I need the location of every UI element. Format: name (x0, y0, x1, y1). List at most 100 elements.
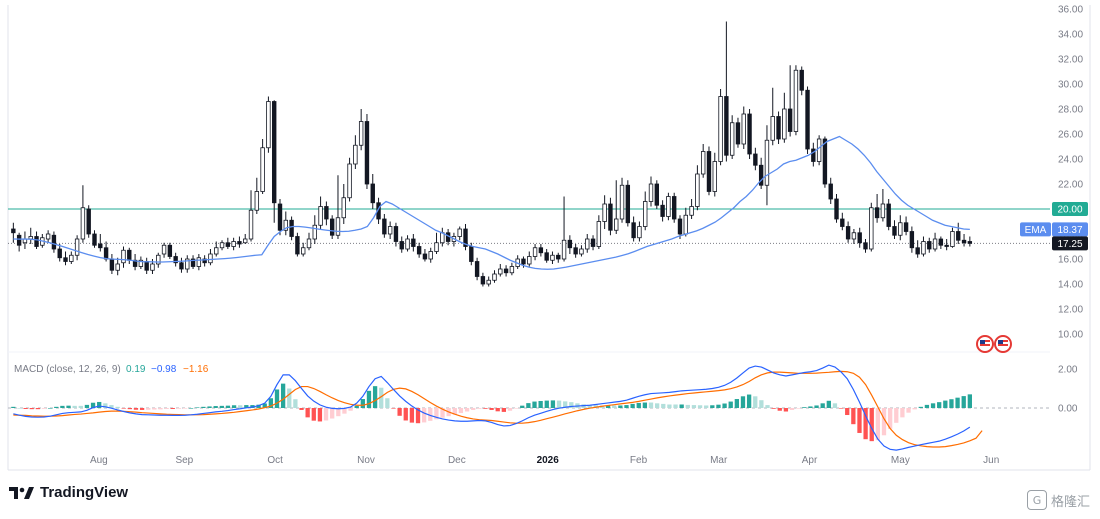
hist-bar-111 (691, 405, 697, 408)
macd-histogram (11, 383, 972, 442)
ref-level-label-bg (1052, 202, 1088, 216)
hist-bar-153 (949, 399, 954, 408)
candle-body-61 (364, 121, 370, 185)
hist-bar-129 (802, 407, 807, 408)
candle-body-79 (469, 246, 474, 262)
candle-body-14 (92, 233, 97, 246)
ref-level-label-text: 20.00 (1057, 205, 1082, 216)
candle-21 (132, 254, 138, 271)
hist-bar-21 (139, 408, 145, 410)
ema-value-label: 18.37 (1057, 225, 1082, 236)
candle-body-83 (492, 273, 497, 281)
hist-bar-1 (17, 408, 22, 409)
candle-body-82 (486, 279, 491, 285)
candle-body-77 (457, 228, 462, 237)
hist-bar-144 (894, 408, 899, 423)
candle-body-4 (34, 236, 39, 247)
hist-bar-2 (23, 408, 28, 409)
hist-bar-42 (268, 398, 274, 408)
hist-bar-53 (336, 408, 341, 417)
candle-body-156 (915, 247, 920, 255)
price-tick-11: 14.00 (1058, 280, 1083, 291)
candle-20 (127, 247, 132, 264)
candle-118 (695, 165, 700, 211)
candle-body-136 (799, 69, 804, 91)
candle-48 (289, 216, 294, 241)
candle-95 (561, 196, 567, 262)
time-tick-2: Oct (267, 455, 283, 466)
candle-92 (544, 249, 549, 263)
candle-body-118 (695, 173, 700, 207)
candle-body-110 (648, 183, 654, 202)
candle-100 (590, 235, 596, 251)
tradingview-brand[interactable]: TradingView (9, 484, 128, 501)
candle-90 (532, 244, 538, 261)
candle-61 (364, 114, 370, 189)
hist-bar-38 (244, 405, 249, 408)
candle-body-141 (828, 183, 833, 200)
hist-bar-151 (937, 402, 942, 408)
gelonghui-watermark: G 格隆汇 (1026, 490, 1090, 510)
candle-39 (237, 236, 242, 248)
time-tick-9: May (891, 455, 910, 466)
price-tick-10: 16.00 (1058, 255, 1083, 266)
candle-body-90 (532, 247, 538, 257)
hist-bar-52 (330, 408, 335, 419)
candle-134 (787, 65, 793, 137)
hist-bar-127 (789, 408, 795, 410)
candle-129 (758, 157, 764, 189)
ref-level-label: 20.00 (1052, 202, 1088, 216)
time-tick-0: Aug (90, 455, 108, 466)
hist-bar-61 (385, 398, 390, 408)
hist-bar-83 (520, 405, 525, 408)
candle-59 (353, 135, 358, 169)
candle-body-47 (283, 219, 288, 231)
candle-body-89 (527, 256, 532, 265)
candle-body-135 (793, 69, 799, 132)
macd-legend[interactable]: MACD (close, 12, 26, 9) 0.19 −0.98 −1.16 (14, 364, 209, 375)
candle-body-131 (770, 116, 775, 141)
candle-140 (822, 136, 828, 188)
candle-0 (11, 222, 16, 243)
candle-144 (845, 221, 851, 243)
candle-54 (324, 201, 329, 226)
candle-body-15 (98, 243, 103, 249)
price-tick-12: 12.00 (1058, 305, 1083, 316)
hist-bar-133 (826, 400, 831, 408)
candle-67 (399, 236, 404, 253)
candle-58 (347, 157, 352, 202)
candle-body-134 (787, 108, 793, 132)
hist-bar-145 (900, 408, 905, 418)
hist-bar-64 (403, 408, 408, 421)
candle-body-84 (498, 268, 503, 275)
candle-142 (834, 194, 839, 223)
candle-9 (63, 251, 68, 266)
candle-body-18 (115, 263, 120, 271)
hist-bar-82 (513, 408, 519, 409)
candle-body-120 (706, 151, 712, 192)
candle-26 (161, 242, 167, 258)
candle-110 (648, 176, 654, 207)
hist-bar-81 (507, 408, 513, 411)
candle-45 (272, 100, 277, 223)
candle-body-57 (341, 197, 346, 219)
candle-57 (341, 184, 346, 224)
candle-78 (463, 224, 468, 251)
candle-8 (57, 244, 62, 262)
us-flag-event-icon[interactable] (976, 335, 1012, 353)
candle-body-37 (225, 242, 231, 247)
candle-body-122 (718, 96, 723, 162)
candle-149 (874, 194, 880, 223)
us-flag-event-icon-1[interactable] (976, 335, 994, 353)
hist-bar-105 (654, 403, 660, 408)
hist-bar-36 (231, 405, 237, 408)
candle-97 (573, 244, 578, 258)
candle-body-103 (608, 203, 613, 231)
candle-body-69 (411, 238, 416, 247)
us-flag-event-icon-2[interactable] (994, 335, 1012, 353)
candle-15 (98, 234, 103, 252)
hist-bar-99 (618, 405, 623, 408)
candle-143 (840, 212, 845, 231)
candle-12 (80, 185, 86, 243)
